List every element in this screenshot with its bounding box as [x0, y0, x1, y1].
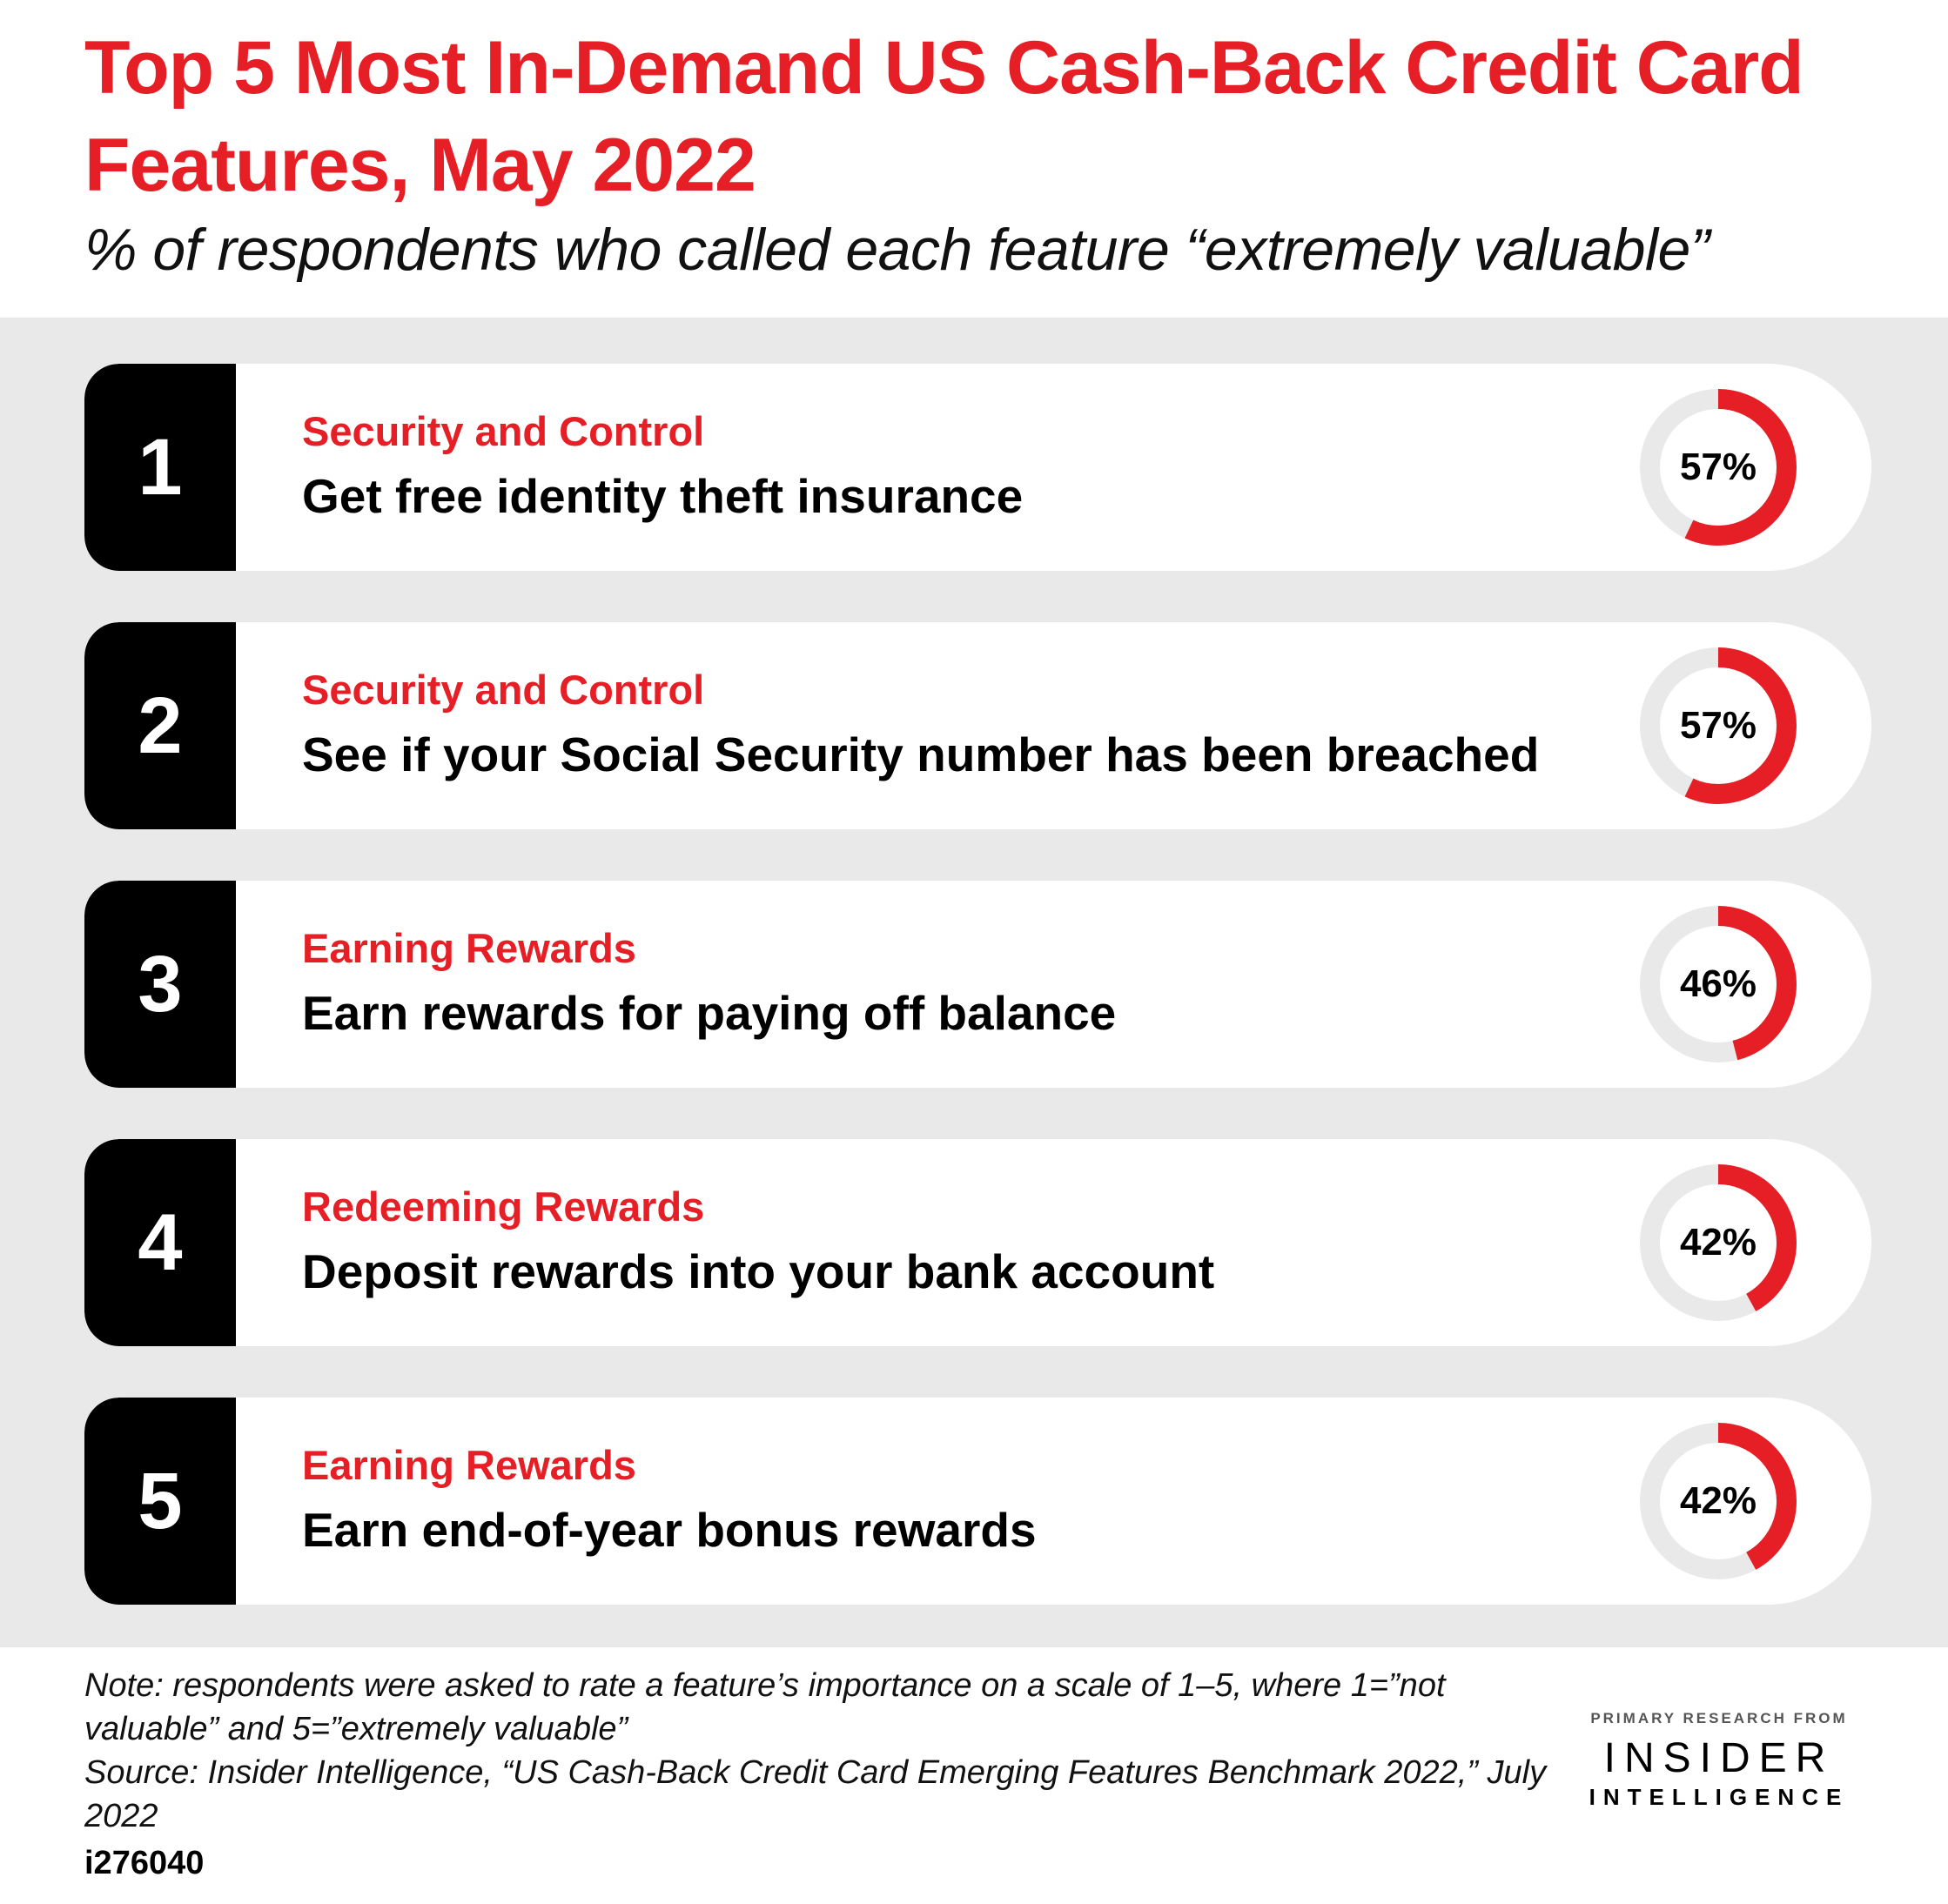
- source-text: Source: Insider Intelligence, “US Cash-B…: [84, 1754, 1547, 1834]
- feature-label: Earn rewards for paying off balance: [302, 986, 1117, 1040]
- donut-chart: [1640, 906, 1797, 1063]
- donut-chart: [1640, 647, 1797, 804]
- feature-category: Earning Rewards: [302, 925, 636, 971]
- feature-label: Earn end-of-year bonus rewards: [302, 1503, 1037, 1557]
- percent-label: 42%: [1679, 1479, 1757, 1522]
- list-item: 2 Security and Control See if your Social …: [84, 622, 1871, 829]
- rank-number: 5: [84, 1398, 236, 1605]
- donut-value-arc: [1640, 1164, 1797, 1321]
- donut-value-arc: [1640, 389, 1797, 546]
- percent-label: 46%: [1679, 962, 1757, 1005]
- list-item: 3 Earning Rewards Earn rewards for paying …: [84, 881, 1871, 1088]
- donut-value-arc: [1640, 1423, 1797, 1579]
- feature-category: Redeeming Rewards: [302, 1183, 705, 1230]
- rank-number: 3: [84, 881, 236, 1088]
- list-item: 1 Security and Control Get free identity t…: [84, 364, 1871, 571]
- donut-value-arc: [1640, 906, 1797, 1063]
- feature-category: Earning Rewards: [302, 1442, 636, 1488]
- donut-chart: [1640, 389, 1797, 546]
- feature-label: Get free identity theft insurance: [302, 469, 1024, 523]
- percent-label: 57%: [1679, 704, 1757, 747]
- percent-label: 42%: [1679, 1221, 1757, 1264]
- footnote: Note: respondents were asked to rate a f…: [84, 1664, 1564, 1838]
- logo-line-2: INSIDER: [1603, 1735, 1835, 1781]
- percent-label: 57%: [1679, 446, 1757, 488]
- feature-category: Security and Control: [302, 408, 705, 454]
- list-item: 5 Earning Rewards Earn end-of-year bonus r…: [84, 1398, 1871, 1605]
- chart-subtitle: % of respondents who called each feature…: [84, 217, 1710, 283]
- list-item: 4 Redeeming Rewards Deposit rewards into y…: [84, 1139, 1871, 1346]
- logo-line-1: PRIMARY RESEARCH FROM: [1590, 1710, 1848, 1726]
- feature-category: Security and Control: [302, 667, 705, 713]
- feature-label: See if your Social Security number has b…: [302, 727, 1540, 781]
- chart-title: Top 5 Most In-Demand US Cash-Back Credit…: [84, 26, 1804, 207]
- donut-value-arc: [1640, 647, 1797, 804]
- chart-id: i276040: [84, 1845, 205, 1881]
- rank-number: 2: [84, 622, 236, 829]
- donut-chart: [1640, 1423, 1797, 1579]
- note-text: Note: respondents were asked to rate a f…: [84, 1667, 1446, 1747]
- logo-line-3: INTELLIGENCE: [1589, 1784, 1850, 1810]
- insider-intelligence-logo: PRIMARY RESEARCH FROM INSIDER INTELLIGEN…: [1584, 1710, 1854, 1811]
- feature-label: Deposit rewards into your bank account: [302, 1244, 1215, 1298]
- rank-number: 1: [84, 364, 236, 571]
- rank-number: 4: [84, 1139, 236, 1346]
- donut-chart: [1640, 1164, 1797, 1321]
